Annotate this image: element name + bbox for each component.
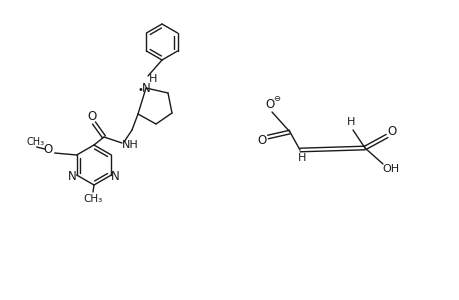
Text: H: H (297, 153, 306, 163)
Text: O: O (43, 142, 52, 155)
Text: O: O (265, 98, 274, 110)
Text: H: H (149, 74, 157, 84)
Text: OH: OH (381, 164, 399, 174)
Text: N: N (111, 169, 119, 182)
Text: O: O (386, 124, 396, 137)
Text: N: N (141, 82, 150, 94)
Text: CH₃: CH₃ (27, 137, 45, 147)
Text: O: O (257, 134, 266, 146)
Text: ⊖: ⊖ (273, 94, 280, 103)
Text: H: H (346, 117, 354, 127)
Text: •: • (137, 85, 143, 95)
Text: NH: NH (121, 140, 138, 150)
Text: CH₃: CH₃ (83, 194, 102, 204)
Text: N: N (68, 169, 77, 182)
Text: O: O (87, 110, 96, 122)
